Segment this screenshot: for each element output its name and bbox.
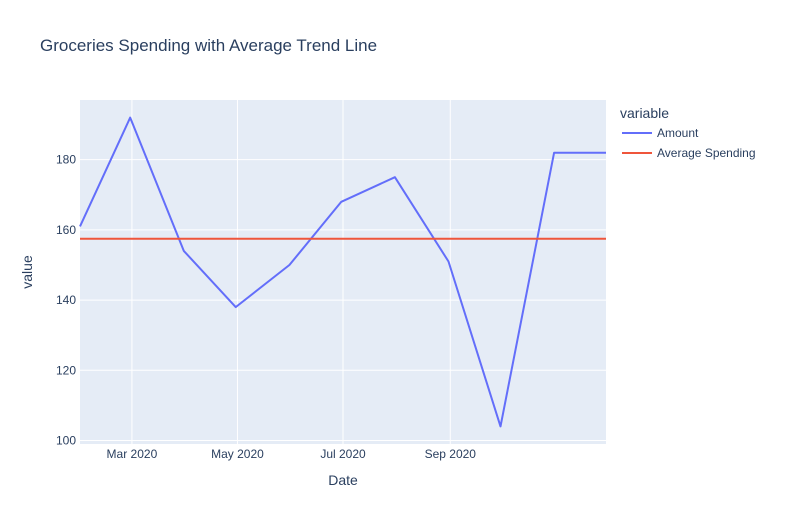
y-axis-title: value <box>19 255 35 289</box>
y-tick-label: 160 <box>56 223 76 237</box>
y-tick-label: 140 <box>56 293 76 307</box>
legend-item[interactable]: Amount <box>622 126 699 140</box>
legend-label: Average Spending <box>657 146 756 160</box>
x-axis-title: Date <box>328 472 358 488</box>
legend-title: variable <box>620 105 669 121</box>
y-tick-label: 120 <box>56 363 76 377</box>
y-tick-label: 180 <box>56 153 76 167</box>
legend-label: Amount <box>657 126 699 140</box>
legend-item[interactable]: Average Spending <box>622 146 756 160</box>
series-line-amount <box>79 116 606 428</box>
x-tick-labels: Mar 2020 May 2020 Jul 2020 Sep 2020 <box>107 447 477 461</box>
x-tick-label: May 2020 <box>211 447 264 461</box>
legend: variable Amount Average Spending <box>620 105 756 160</box>
x-tick-label: Jul 2020 <box>320 447 366 461</box>
series-layer <box>79 116 606 428</box>
y-tick-labels: 100 120 140 160 180 <box>56 153 76 448</box>
x-tick-label: Mar 2020 <box>107 447 158 461</box>
chart-title: Groceries Spending with Average Trend Li… <box>40 36 377 55</box>
y-gridlines <box>80 159 606 441</box>
x-gridlines <box>131 100 451 444</box>
x-tick-label: Sep 2020 <box>425 447 477 461</box>
y-tick-label: 100 <box>56 433 76 447</box>
